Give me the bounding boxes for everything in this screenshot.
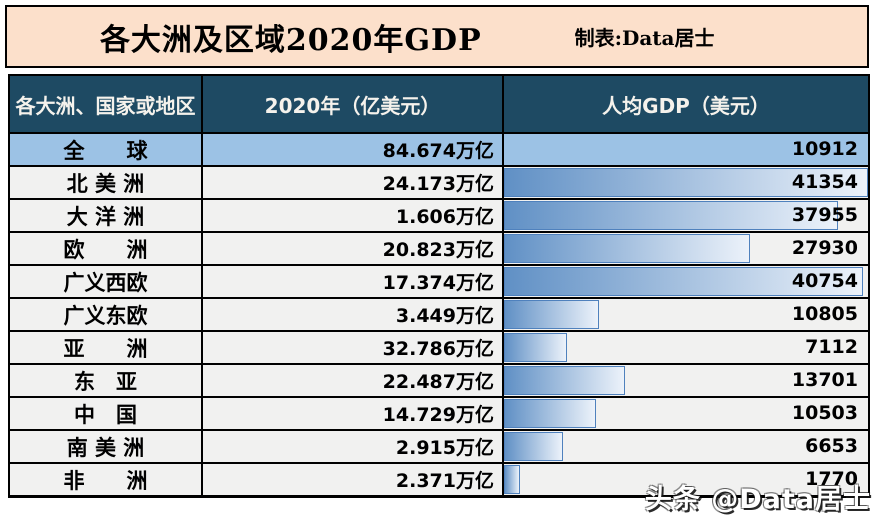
per-capita-value: 27930: [791, 237, 858, 259]
per-capita-bar: [504, 267, 863, 296]
region-name: 非 洲: [8, 462, 203, 498]
per-capita-cell: 1770: [502, 462, 870, 498]
gdp-value: 32.786万亿: [201, 330, 504, 365]
per-capita-bar: [504, 168, 868, 197]
gdp-value: 17.374万亿: [201, 264, 504, 299]
per-capita-cell: 41354: [502, 165, 870, 200]
table-row: 欧 洲 20.823万亿 27930: [8, 231, 870, 266]
region-name: 广义西欧: [8, 264, 203, 299]
table-row: 非 洲 2.371万亿 1770: [8, 462, 870, 498]
region-name: 南 美 洲: [8, 429, 203, 464]
per-capita-value: 1770: [805, 468, 858, 490]
table-row: 中 国 14.729万亿 10503: [8, 396, 870, 431]
table-row: 全 球 84.674万亿 10912: [8, 132, 870, 167]
region-name: 亚 洲: [8, 330, 203, 365]
table-row: 广义西欧 17.374万亿 40754: [8, 264, 870, 299]
per-capita-cell: 40754: [502, 264, 870, 299]
gdp-value: 84.674万亿: [201, 132, 504, 167]
per-capita-cell: 10912: [502, 132, 870, 167]
per-capita-bar: [504, 201, 839, 230]
per-capita-value: 10503: [791, 402, 858, 424]
region-name: 北 美 洲: [8, 165, 203, 200]
col-header-per-capita: 人均GDP（美元）: [502, 74, 870, 134]
gdp-value: 24.173万亿: [201, 165, 504, 200]
per-capita-value: 7112: [805, 336, 858, 358]
table-row: 南 美 洲 2.915万亿 6653: [8, 429, 870, 464]
per-capita-bar: [504, 366, 625, 395]
region-name: 大 洋 洲: [8, 198, 203, 233]
watermark: 头条 @Data居士: [644, 484, 871, 515]
per-capita-value: 37955: [791, 204, 858, 226]
table-row: 大 洋 洲 1.606万亿 37955: [8, 198, 870, 233]
per-capita-value: 41354: [791, 171, 858, 193]
credit-label: 制表:Data居士: [574, 26, 715, 50]
region-name: 东 亚: [8, 363, 203, 398]
region-name: 全 球: [8, 132, 203, 167]
table-row: 亚 洲 32.786万亿 7112: [8, 330, 870, 365]
per-capita-cell: 7112: [502, 330, 870, 365]
gdp-value: 2.371万亿: [201, 462, 504, 498]
table-row: 东 亚 22.487万亿 13701: [8, 363, 870, 398]
gdp-value: 14.729万亿: [201, 396, 504, 431]
title-banner: 各大洲及区域2020年GDP 制表:Data居士: [5, 5, 869, 68]
per-capita-value: 10912: [791, 138, 858, 160]
table-header-row: 各大洲、国家或地区 2020年（亿美元） 人均GDP（美元）: [8, 74, 870, 134]
region-name: 欧 洲: [8, 231, 203, 266]
gdp-value: 22.487万亿: [201, 363, 504, 398]
per-capita-cell: 10805: [502, 297, 870, 332]
region-name: 广义东欧: [8, 297, 203, 332]
gdp-table: 各大洲、国家或地区 2020年（亿美元） 人均GDP（美元） 全 球 84.67…: [8, 74, 870, 498]
col-header-gdp: 2020年（亿美元）: [201, 74, 504, 134]
per-capita-cell: 27930: [502, 231, 870, 266]
per-capita-bar: [504, 234, 750, 263]
table-body: 全 球 84.674万亿 10912 北 美 洲 24.173万亿 41354 …: [8, 132, 870, 498]
per-capita-value: 13701: [791, 369, 858, 391]
per-capita-bar: [504, 300, 600, 329]
per-capita-bar: [504, 333, 567, 362]
gdp-value: 2.915万亿: [201, 429, 504, 464]
per-capita-value: 40754: [791, 270, 858, 292]
gdp-value: 1.606万亿: [201, 198, 504, 233]
gdp-value: 20.823万亿: [201, 231, 504, 266]
region-name: 中 国: [8, 396, 203, 431]
per-capita-value: 6653: [805, 435, 858, 457]
col-header-region: 各大洲、国家或地区: [8, 74, 203, 134]
per-capita-bar: [504, 465, 520, 494]
per-capita-value: 10805: [791, 303, 858, 325]
per-capita-cell: 13701: [502, 363, 870, 398]
page-title: 各大洲及区域2020年GDP: [99, 22, 482, 58]
per-capita-cell: 6653: [502, 429, 870, 464]
per-capita-bar: [504, 399, 597, 428]
gdp-value: 3.449万亿: [201, 297, 504, 332]
per-capita-cell: 37955: [502, 198, 870, 233]
per-capita-bar: [504, 432, 563, 461]
table-row: 北 美 洲 24.173万亿 41354: [8, 165, 870, 200]
per-capita-cell: 10503: [502, 396, 870, 431]
table-row: 广义东欧 3.449万亿 10805: [8, 297, 870, 332]
